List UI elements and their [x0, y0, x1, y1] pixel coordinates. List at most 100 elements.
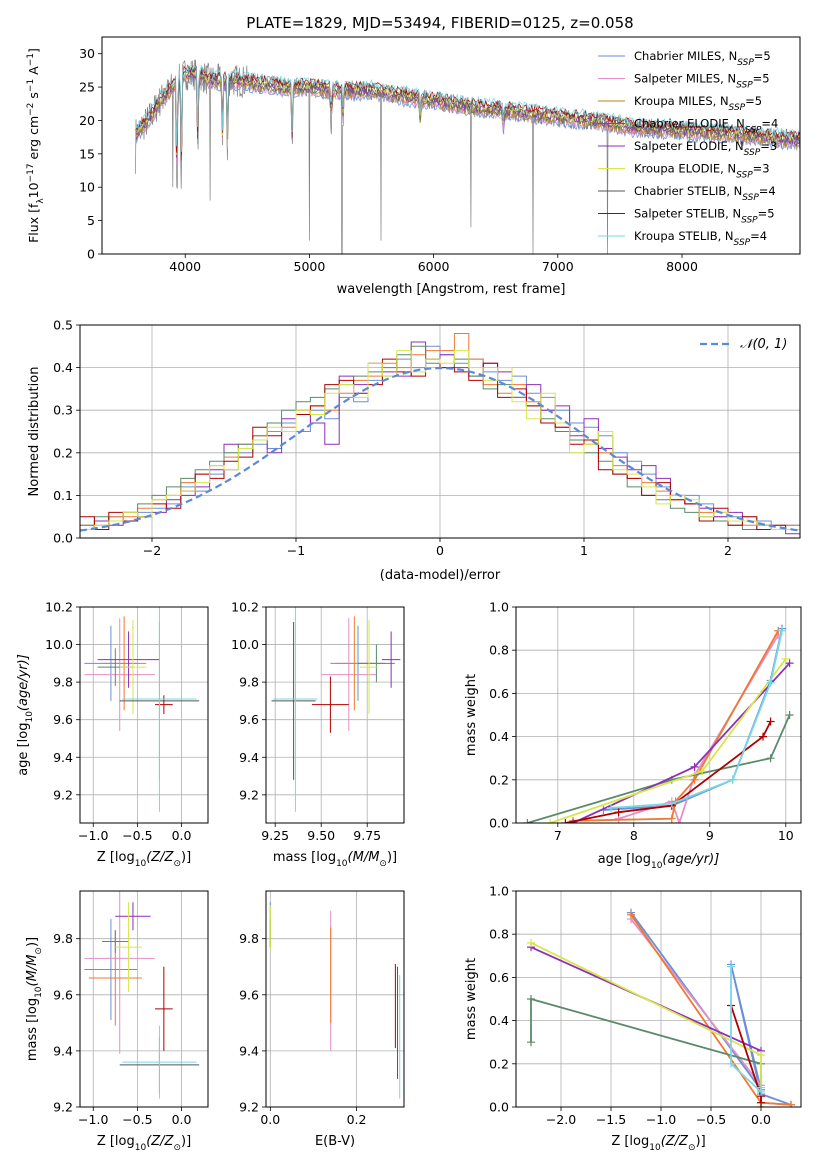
age-vs-z-ytick-label: 10.0: [45, 637, 73, 652]
weight-vs-z-xtick-label: −1.5: [596, 1112, 626, 1127]
weight-vs-z-xtick-label: 0.0: [751, 1112, 771, 1127]
weight-vs-age-marker: [675, 819, 684, 823]
weight-vs-z-ytick-label: 0.0: [489, 1100, 509, 1115]
spectrum-model-line: [135, 63, 800, 152]
weight-vs-age-frame: [515, 606, 802, 824]
mass-vs-z-xlabel: Z [log10(Z/Z⊙)]: [97, 1134, 191, 1153]
normal-distribution-curve: [80, 367, 800, 532]
weight-vs-age-ylabel: mass weight: [464, 674, 479, 756]
legend-entry: Chabrier MILES, NSSP=5: [634, 49, 771, 68]
mass-vs-ebv-ytick-label: 9.4: [239, 1043, 259, 1058]
spectrum-ytick-label: 25: [79, 80, 95, 95]
age-vs-z-xlabel: Z [log10(Z/Z⊙)]: [97, 850, 191, 869]
mass-vs-ebv-ytick-label: 9.8: [239, 931, 259, 946]
weight-vs-age-marker: [778, 626, 786, 635]
mass-vs-ebv-xtick-label: 0.0: [260, 1112, 280, 1127]
spectrum-ytick-label: 30: [79, 46, 95, 61]
weight-vs-age-marker: [523, 819, 532, 823]
legend-entry: Chabrier STELIB, NSSP=4: [634, 184, 776, 203]
mass-vs-z-xtick-label: −1.0: [78, 1112, 108, 1127]
residuals-axes: −2 −1 0 1 2 0.0 0.1 0.2 0.3 0.4 0.5 (data-model)/er…: [27, 318, 801, 583]
spectrum-ytick-label: 5: [87, 213, 95, 228]
legend-entry: Salpeter STELIB, NSSP=5: [634, 207, 775, 226]
residuals-xtick-label: −2: [143, 543, 161, 558]
spectrum-xlabel: wavelength [Angstrom, rest frame]: [337, 282, 566, 297]
legend-entry: Kroupa ELODIE, NSSP=3: [634, 162, 770, 181]
weight-vs-z-frame: [515, 890, 802, 1108]
mass-vs-z-plot-area: [80, 891, 208, 1107]
spectrum-ytick-label: 0: [87, 247, 95, 262]
residuals-xtick-label: 1: [580, 543, 588, 558]
legend-entry: Chabrier ELODIE, NSSP=4: [634, 117, 778, 136]
mass-vs-z-frame: [79, 890, 209, 1108]
residuals-xtick-label: 2: [724, 543, 732, 558]
weight-vs-age-xtick-label: 7: [554, 828, 562, 843]
weight-vs-age-xtick-label: 9: [706, 828, 714, 843]
age-vs-mass-plot-area: [266, 607, 404, 823]
weight-vs-age-marker: [690, 762, 699, 771]
charts-layer: 4000 5000 6000 7000 8000051015202530waveleng…: [16, 36, 802, 1153]
weight-vs-z-ytick-label: 1.0: [489, 884, 509, 899]
weight-vs-age-axes: 7 8 9 10 0.0 0.2 0.4 0.6 0.8 1.0 mass weight age [l…: [464, 600, 802, 871]
age-vs-z-ytick-label: 9.8: [53, 675, 73, 690]
legend-entry: Salpeter MILES, NSSP=5: [634, 72, 770, 91]
weight-vs-age-marker: [728, 775, 737, 784]
weight-vs-z-marker: [727, 962, 735, 971]
weight-vs-z-series-line: [530, 941, 762, 1107]
legend-entry: Kroupa STELIB, NSSP=4: [634, 229, 767, 248]
age-vs-mass-ytick-label: 9.8: [239, 675, 259, 690]
age-vs-z-ytick-label: 9.2: [53, 787, 73, 802]
age-vs-mass-axes: 9.25 9.50 9.75 9.2 9.4 9.6 9.8 10.0 10.2 mass [lo…: [231, 600, 405, 869]
residuals-xtick-label: −1: [287, 543, 305, 558]
age-vs-mass-xtick-label: 9.50: [307, 828, 335, 843]
legend-entry: 𝒩(0, 1): [740, 337, 787, 352]
age-vs-mass-xtick-label: 9.25: [261, 828, 289, 843]
weight-vs-z-xtick-label: −2.0: [546, 1112, 576, 1127]
spectrum-data-trace: [135, 59, 800, 254]
weight-vs-age-xtick-label: 10: [778, 828, 794, 843]
weight-vs-age-xtick-label: 8: [630, 828, 638, 843]
residuals-ytick-label: 0.2: [53, 445, 73, 460]
age-vs-mass-ytick-label: 9.6: [239, 712, 259, 727]
age-vs-mass-ytick-label: 9.4: [239, 750, 259, 765]
legend-entry: Kroupa MILES, NSSP=5: [634, 94, 762, 113]
mass-vs-z-ylabel: mass [log10(M/M⊙)]: [25, 937, 44, 1061]
age-vs-mass-xlabel: mass [log10(M/M⊙)]: [273, 850, 397, 869]
weight-vs-age-ytick-label: 0.0: [489, 816, 509, 831]
weight-vs-age-marker: [785, 659, 794, 668]
mass-vs-z-ytick-label: 9.4: [53, 1043, 73, 1058]
spectrum-xtick-label: 7000: [542, 259, 574, 274]
weight-vs-z-marker: [527, 938, 535, 947]
weight-vs-z-marker: [787, 1100, 795, 1107]
residuals-xlabel: (data-model)/error: [380, 568, 501, 583]
age-vs-mass-ytick-label: 10.2: [231, 600, 259, 615]
weight-vs-z-plot-area: [516, 891, 801, 1107]
spectrum-ytick-label: 15: [79, 146, 95, 161]
mass-vs-ebv-axes: 0.0 0.2 9.2 9.4 9.6 9.8 E(B-V): [239, 890, 405, 1149]
mass-vs-ebv-frame: [265, 890, 405, 1108]
weight-vs-age-series-line: [610, 630, 783, 809]
weight-vs-z-xtick-label: −1.0: [646, 1112, 676, 1127]
age-vs-z-xtick-label: 0.0: [172, 828, 192, 843]
weight-vs-age-marker: [785, 711, 794, 719]
weight-vs-age-marker: [561, 819, 570, 823]
spectrum-ytick-label: 10: [79, 180, 95, 195]
weight-vs-age-ytick-label: 0.2: [489, 772, 509, 787]
age-vs-z-xtick-label: −0.5: [122, 828, 152, 843]
residuals-plot-area: [80, 325, 800, 538]
age-vs-mass-ytick-label: 10.0: [231, 637, 259, 652]
weight-vs-z-xlabel: Z [log10(Z/Z⊙)]: [611, 1134, 705, 1153]
spectrum-xtick-label: 8000: [666, 259, 698, 274]
residuals-ytick-label: 0.4: [53, 360, 73, 375]
weight-vs-age-marker: [766, 717, 775, 726]
weight-vs-z-marker: [757, 1098, 765, 1107]
age-vs-mass-xtick-label: 9.75: [353, 828, 381, 843]
weight-vs-z-marker: [757, 1051, 765, 1060]
residuals-ylabel: Normed distribution: [27, 367, 42, 497]
mass-vs-ebv-xtick-label: 0.2: [347, 1112, 367, 1127]
weight-vs-age-ytick-label: 0.4: [489, 729, 509, 744]
weight-vs-age-marker: [766, 754, 775, 763]
age-vs-z-xtick-label: −1.0: [78, 828, 108, 843]
spectrum-plot-area: [135, 59, 800, 254]
